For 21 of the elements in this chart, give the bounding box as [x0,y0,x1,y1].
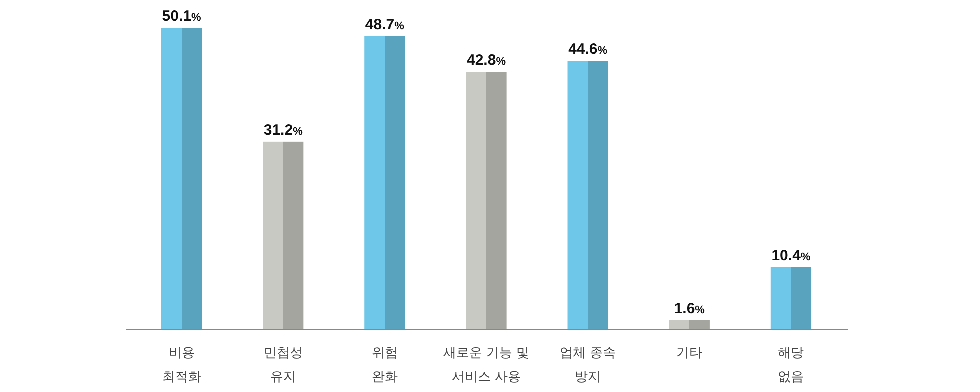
bar [466,72,507,330]
bar [669,320,710,330]
bar [263,142,304,330]
data-label: 50.1% [162,8,202,25]
x-tick-label: 위험 완화 [372,346,398,385]
x-tick-label: 민첩성 유지 [264,346,303,385]
x-tick-label: 비용 최적화 [162,346,202,385]
x-tick-label: 기타 [676,346,703,361]
data-label: 42.8% [467,52,506,70]
data-label: 48.7% [365,16,405,34]
x-tick-label: 새로운 기능 및 서비스 사용 [443,346,530,385]
data-label: 1.6% [674,300,706,318]
data-label: 31.2% [264,122,304,139]
data-label: 10.4% [772,247,811,264]
bar [161,28,202,330]
data-label: 44.6% [568,41,608,58]
bar [568,61,608,330]
bar [364,36,406,330]
bar [770,267,812,330]
x-tick-label: 업체 종속 방지 [560,346,616,385]
x-tick-label: 해당 없음 [778,346,804,385]
